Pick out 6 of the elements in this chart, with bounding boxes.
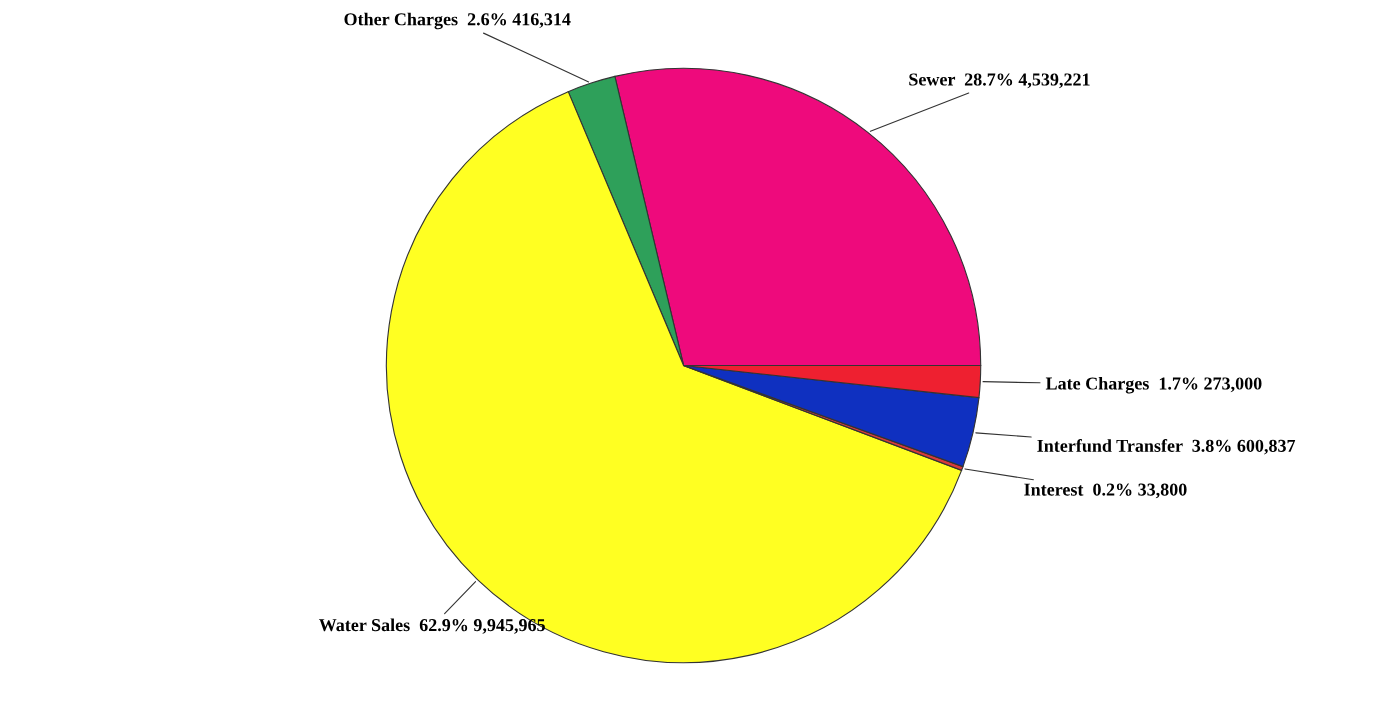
slice-label: Sewer 28.7% 4,539,221: [909, 73, 1090, 89]
slice-label: Late Charges 1.7% 273,000: [1045, 376, 1262, 394]
slice-label: Other Charges 2.6% 416,314: [344, 12, 571, 30]
slice-label: Water Sales 62.9% 9,945,965: [318, 618, 545, 634]
slice-label: Interfund Transfer 3.8% 600,837: [1037, 439, 1296, 455]
slice-label: Interest 0.2% 33,800: [1024, 483, 1187, 499]
